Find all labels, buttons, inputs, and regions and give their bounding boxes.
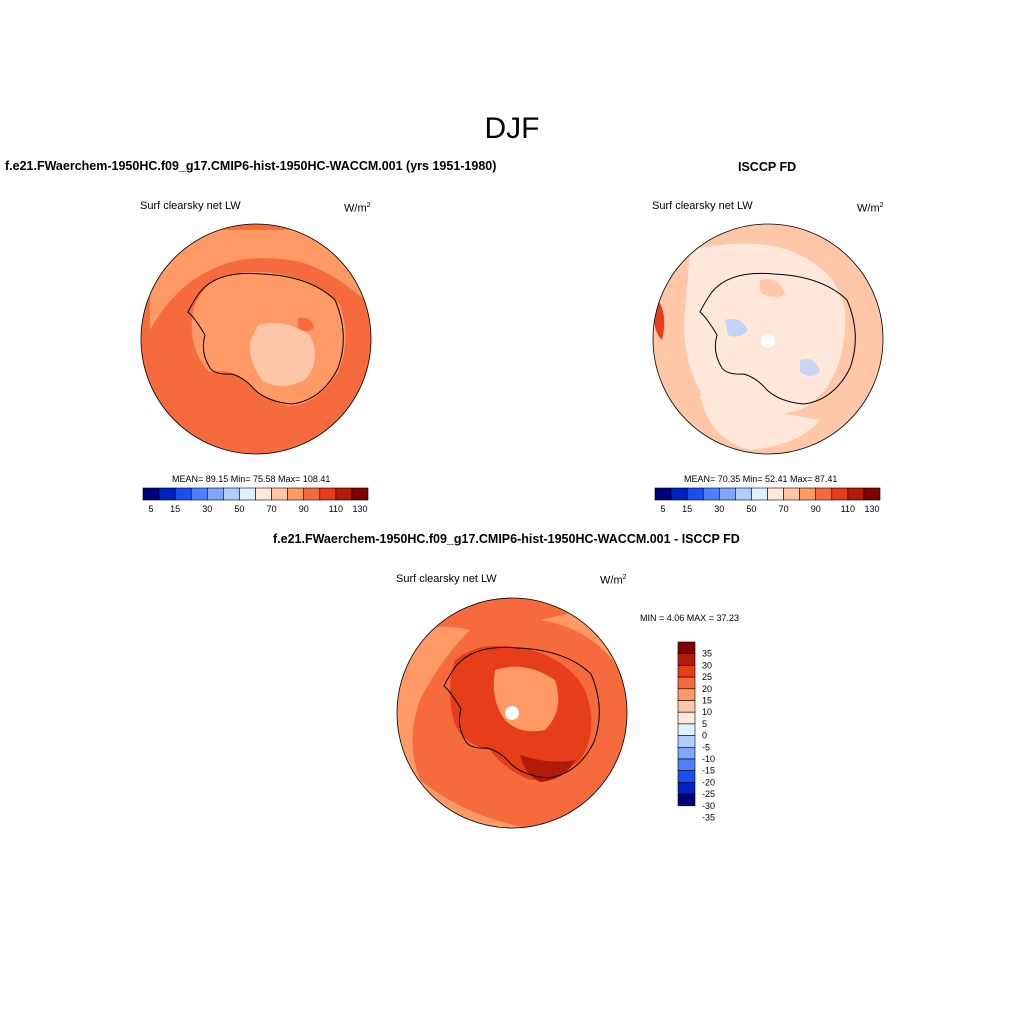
diff-variable-label: Surf clearsky net LW	[396, 573, 497, 585]
obs-stats: MEAN= 70.35 Min= 52.41 Max= 87.41	[684, 474, 838, 484]
obs-colorbar-swatch	[783, 487, 800, 501]
model-colorbar-label: 70	[267, 504, 277, 514]
diff-colorbar-swatch	[677, 665, 696, 678]
diff-colorbar-label: -15	[702, 766, 715, 776]
model-colorbar-label: 50	[234, 504, 244, 514]
diff-colorbar-swatch	[677, 782, 696, 795]
diff-colorbar-swatch	[677, 758, 696, 771]
model-stats: MEAN= 89.15 Min= 75.58 Max= 108.41	[172, 474, 331, 484]
obs-colorbar-swatch	[751, 487, 768, 501]
diff-colorbar-label: -10	[702, 754, 715, 764]
diff-colorbar-swatch	[677, 676, 696, 690]
model-colorbar-swatch	[335, 487, 353, 501]
diff-colorbar-label: 20	[702, 684, 712, 694]
model-colorbar-label: 130	[352, 504, 367, 514]
diff-colorbar-label: 0	[702, 731, 707, 741]
diff-colorbar-label: 35	[702, 649, 712, 659]
diff-colorbar-swatch	[677, 746, 696, 760]
diff-colorbar-swatch	[677, 700, 696, 713]
obs-colorbar-label: 110	[841, 504, 855, 514]
model-colorbar-swatch	[206, 487, 224, 501]
model-colorbar-label: 5	[149, 504, 154, 514]
model-colorbar-swatch	[271, 487, 288, 501]
diff-units: W/m2	[600, 574, 627, 587]
obs-colorbar-swatch	[815, 487, 833, 501]
obs-colorbar-swatch	[863, 487, 881, 501]
diff-colorbar-label: 5	[702, 719, 707, 729]
obs-colorbar-swatch	[799, 487, 817, 501]
model-colorbar-swatch	[287, 487, 305, 501]
obs-colorbar-label: 50	[746, 504, 756, 514]
diff-colorbar-swatch	[677, 688, 696, 701]
obs-colorbar-swatch	[702, 487, 720, 501]
obs-colorbar-label: 30	[714, 504, 724, 514]
model-colorbar-label: 90	[299, 504, 309, 514]
diff-colorbar-swatch	[677, 735, 696, 748]
diff-colorbar-label: -25	[702, 789, 715, 799]
obs-colorbar-label: 15	[682, 504, 692, 514]
obs-colorbar-swatch	[670, 487, 688, 501]
model-map	[140, 223, 372, 455]
model-colorbar-label: 30	[202, 504, 212, 514]
obs-colorbar-swatch	[718, 487, 736, 501]
obs-map	[652, 223, 884, 455]
model-colorbar-swatch	[255, 487, 272, 501]
obs-colorbar-swatch	[654, 487, 672, 501]
obs-colorbar-label: 90	[811, 504, 821, 514]
diff-colorbar-swatch	[677, 770, 696, 783]
diff-colorbar-label: 25	[702, 672, 712, 682]
diff-stats: MIN = 4.06 MAX = 37.23	[640, 613, 740, 623]
diff-colorbar-swatch	[677, 641, 696, 654]
diff-colorbar-swatch	[677, 723, 696, 736]
obs-colorbar-label: 130	[864, 504, 879, 514]
model-colorbar-label: 15	[170, 504, 180, 514]
obs-colorbar-swatch	[767, 487, 784, 501]
obs-colorbar-swatch	[847, 487, 865, 501]
model-colorbar-swatch	[223, 487, 240, 501]
obs-colorbar-swatch	[735, 487, 752, 501]
main-title: DJF	[484, 112, 540, 145]
model-colorbar-swatch	[351, 487, 369, 501]
diff-colorbar-label: -30	[702, 801, 715, 811]
model-variable-label: Surf clearsky net LW	[140, 200, 241, 212]
model-units: W/m2	[344, 202, 371, 215]
model-colorbar-swatch	[142, 487, 160, 501]
model-colorbar: 5 15 30 50 70 90 110 130	[142, 487, 369, 514]
diff-colorbar-label: -5	[702, 742, 710, 752]
obs-variable-label: Surf clearsky net LW	[652, 200, 753, 212]
diff-colorbar-label: 10	[702, 707, 712, 717]
diff-colorbar-swatch	[677, 793, 696, 807]
model-colorbar-swatch	[239, 487, 256, 501]
obs-units: W/m2	[857, 202, 884, 215]
diff-panel-title: f.e21.FWaerchem-1950HC.f09_g17.CMIP6-his…	[273, 532, 740, 546]
model-colorbar-label: 110	[329, 504, 343, 514]
diff-map	[396, 597, 628, 829]
obs-panel-title: ISCCP FD	[738, 160, 797, 174]
model-colorbar-swatch	[319, 487, 337, 501]
diff-colorbar-swatch	[677, 653, 696, 666]
model-colorbar-swatch	[303, 487, 321, 501]
obs-colorbar: 5 15 30 50 70 90 110 130	[654, 487, 881, 514]
obs-colorbar-label: 70	[779, 504, 789, 514]
model-panel-title: f.e21.FWaerchem-1950HC.f09_g17.CMIP6-his…	[5, 159, 497, 173]
model-colorbar-swatch	[190, 487, 208, 501]
model-colorbar-swatch	[174, 487, 192, 501]
obs-colorbar-swatch	[686, 487, 704, 501]
obs-colorbar-swatch	[831, 487, 849, 501]
model-colorbar-swatch	[158, 487, 176, 501]
diff-colorbar-label: 30	[702, 660, 712, 670]
diff-colorbar-label: -20	[702, 777, 715, 787]
diff-colorbar-label: -35	[702, 813, 715, 823]
diff-colorbar-swatch	[677, 711, 696, 725]
diff-colorbar-label: 15	[702, 696, 712, 706]
obs-colorbar-label: 5	[661, 504, 666, 514]
